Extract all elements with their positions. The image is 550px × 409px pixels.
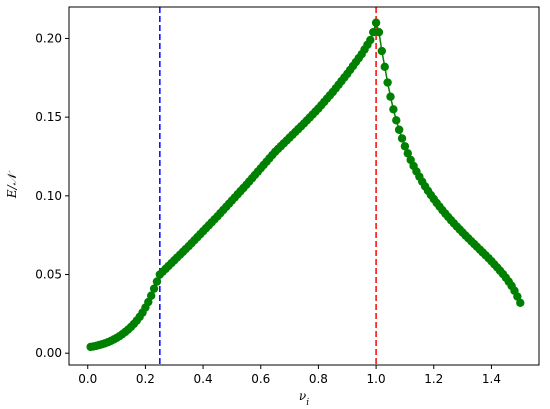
x-tick-label: 1.2 — [424, 372, 443, 386]
y-axis-label: E/𝒩 — [5, 170, 19, 199]
y-axis-ticks: 0.00 0.05 0.10 0.15 0.20 — [35, 31, 69, 360]
data-point — [377, 46, 387, 56]
data-point — [400, 142, 410, 151]
x-tick-label: 0.6 — [251, 372, 270, 386]
data-series — [86, 18, 525, 352]
y-tick-label: 0.00 — [35, 346, 62, 360]
x-tick-label: 0.8 — [309, 372, 328, 386]
data-point — [397, 134, 407, 143]
data-point — [380, 62, 389, 71]
data-point — [149, 284, 159, 293]
series-line-0 — [90, 20, 521, 348]
axes-frame — [68, 6, 540, 366]
y-tick-label: 0.20 — [35, 31, 62, 45]
data-point — [144, 297, 153, 307]
data-point — [374, 27, 384, 37]
x-axis-ticks: 0.0 0.2 0.4 0.6 0.8 1.0 1.2 1.4 — [78, 365, 501, 386]
x-tick-label: 0.2 — [136, 372, 155, 386]
x-tick-label: 0.0 — [78, 372, 97, 386]
data-point — [394, 125, 404, 134]
data-point — [403, 149, 412, 158]
data-point — [369, 27, 378, 37]
x-axis-label: νi — [299, 389, 309, 408]
data-point — [383, 78, 392, 87]
reference-lines — [159, 7, 377, 365]
y-tick-label: 0.05 — [35, 268, 62, 282]
data-point — [513, 292, 522, 301]
data-point — [516, 298, 525, 308]
data-point — [371, 18, 381, 27]
data-point — [392, 116, 401, 125]
x-tick-label: 1.4 — [482, 372, 501, 386]
x-tick-label: 0.4 — [194, 372, 213, 386]
data-point — [152, 277, 162, 286]
data-point — [389, 105, 398, 114]
y-tick-label: 0.15 — [35, 110, 62, 124]
y-tick-label: 0.10 — [35, 189, 62, 203]
data-point — [366, 35, 375, 45]
data-point — [386, 92, 395, 101]
x-tick-label: 1.0 — [367, 372, 386, 386]
data-point — [146, 291, 156, 300]
